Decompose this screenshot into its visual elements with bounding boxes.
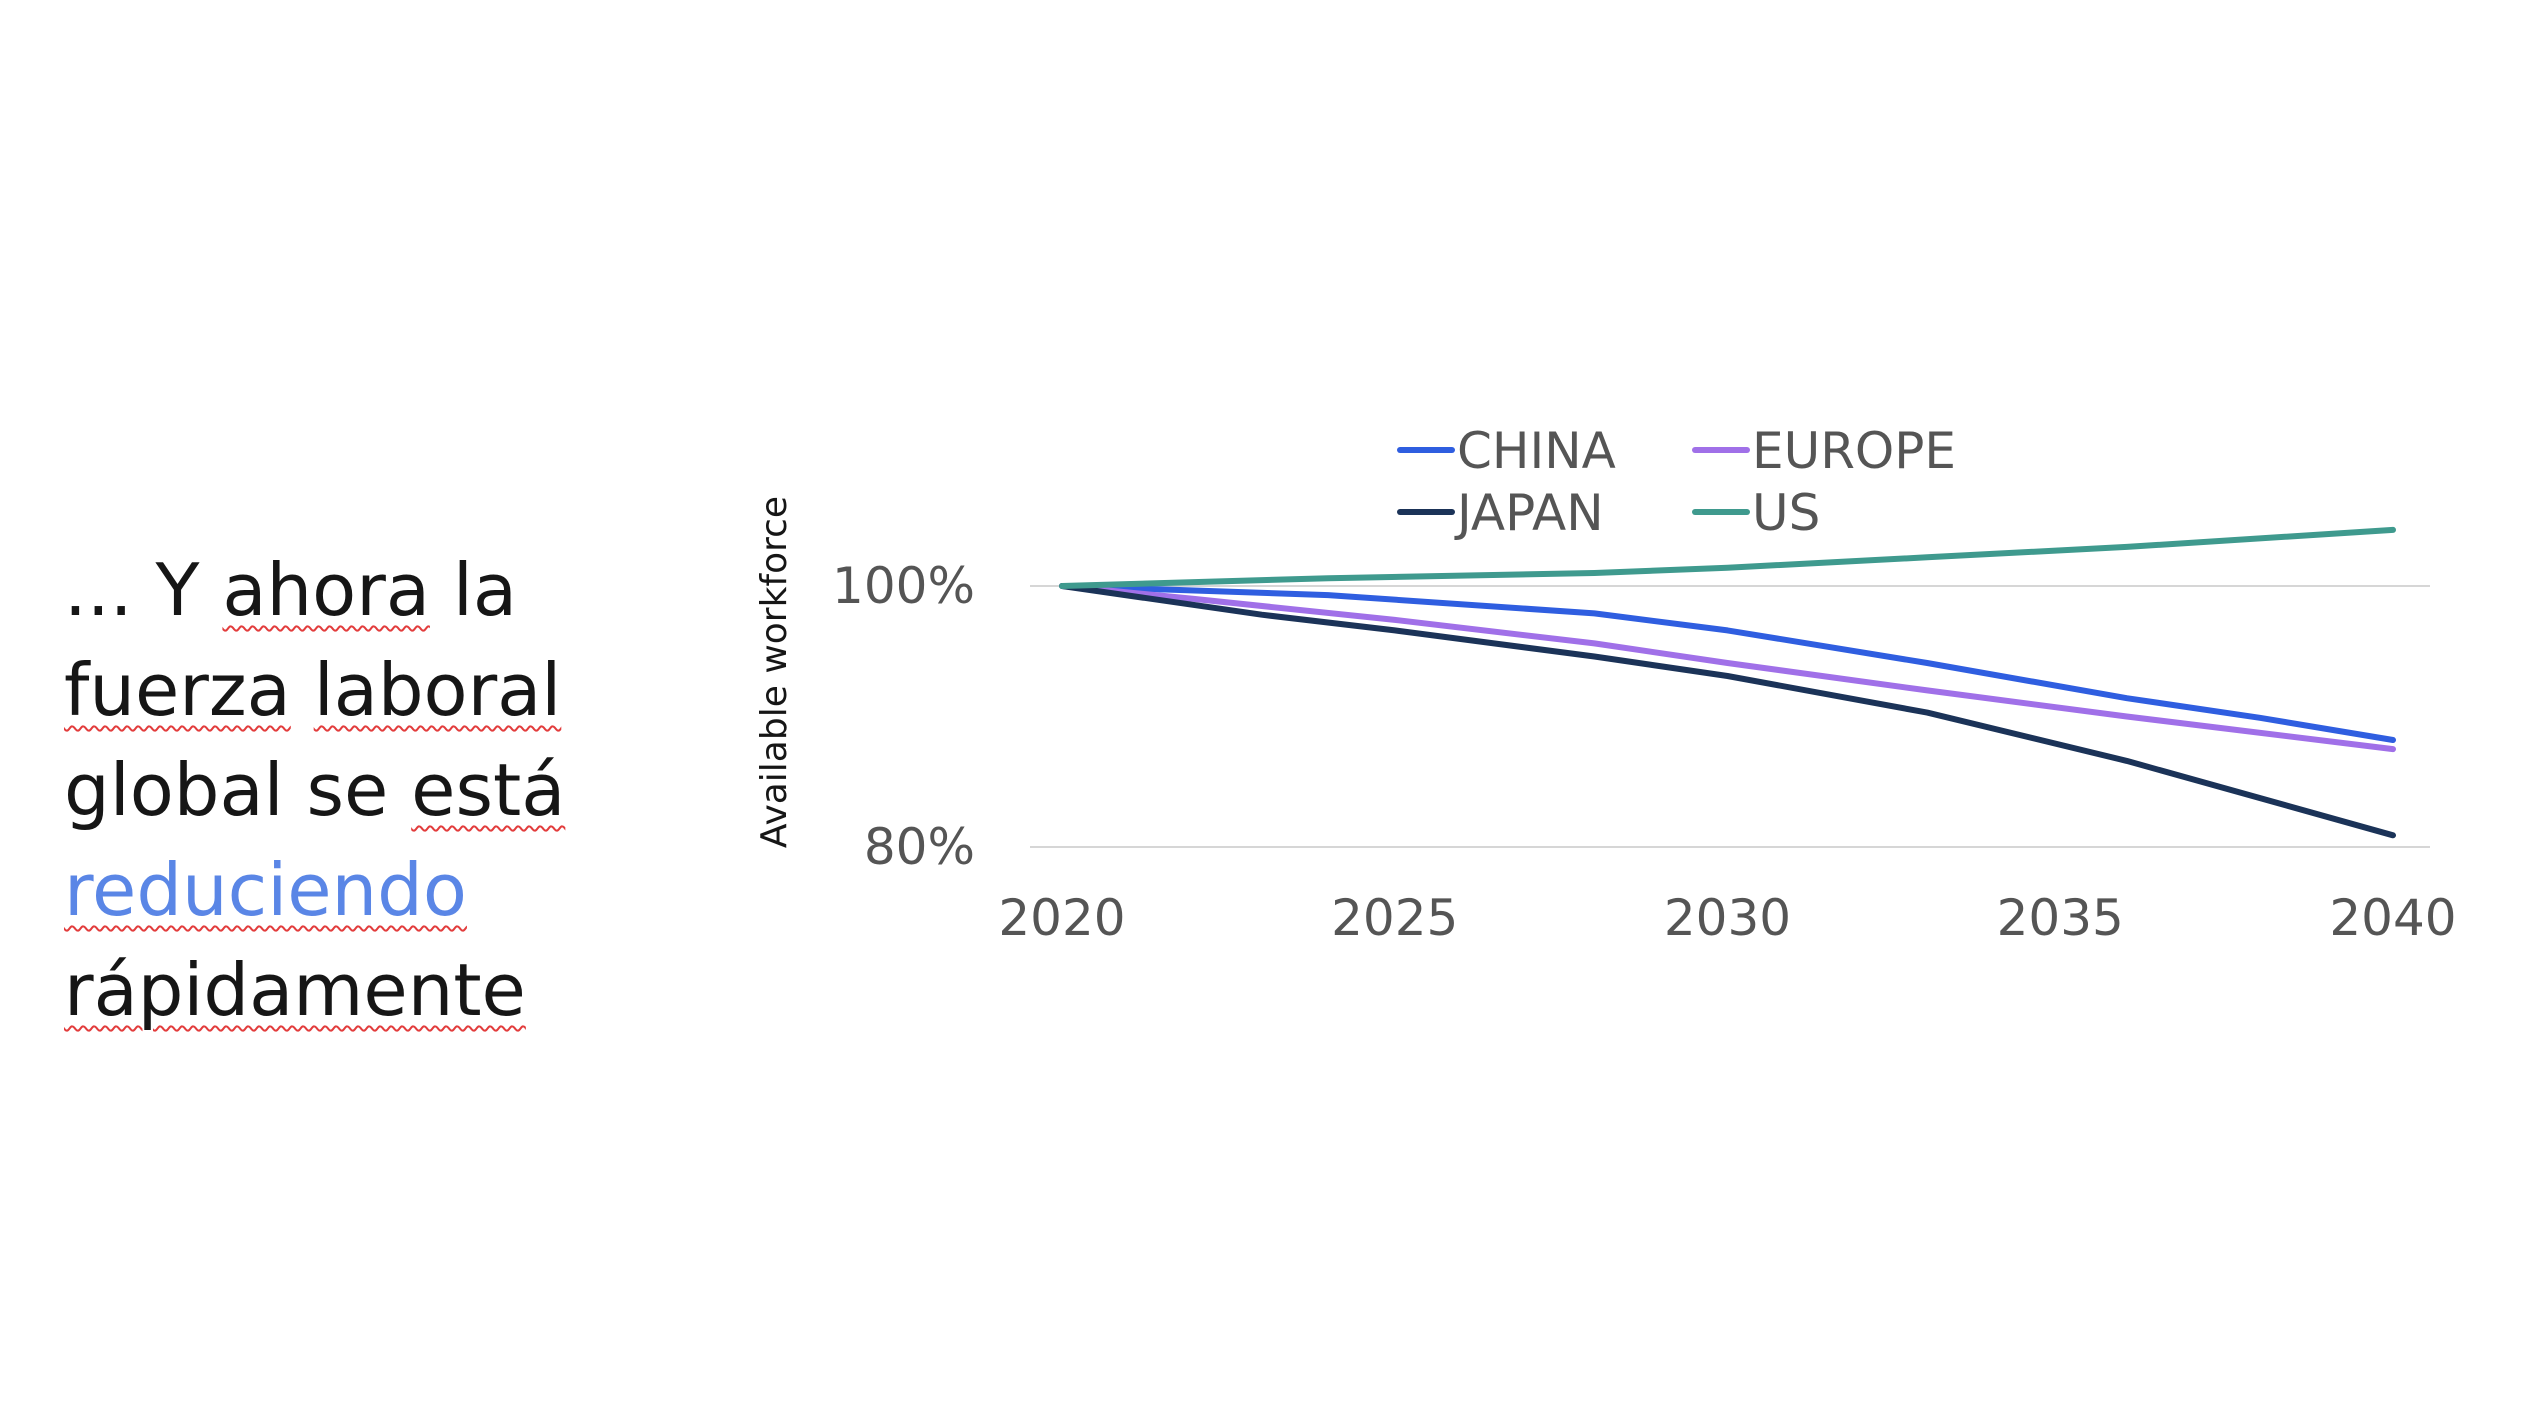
headline-line-3: global se está <box>64 740 684 840</box>
series-line-us <box>1059 526 2396 589</box>
headline-line-5: rápidamente <box>64 940 684 1040</box>
headline-word-reduciendo: reduciendo <box>64 848 467 932</box>
series-line-europe <box>1059 583 2396 753</box>
y-tick-label: 100% <box>832 557 975 615</box>
y-axis-label: Available workforce <box>754 496 795 848</box>
headline-word-rapidamente: rápidamente <box>64 948 526 1032</box>
legend: CHINA EUROPE JAPAN US <box>1397 422 1956 542</box>
headline-prefix: ... Y <box>64 548 200 632</box>
headline-word-esta: está <box>411 748 566 832</box>
series-lines <box>1059 526 2396 839</box>
x-tick-label: 2040 <box>2329 889 2456 947</box>
headline-line-1: ... Y ahora la <box>64 540 684 640</box>
gridlines <box>1030 585 2430 848</box>
headline-word-la: la <box>452 548 517 632</box>
series-line-china <box>1059 583 2396 743</box>
x-tick-label: 2030 <box>1664 889 1791 947</box>
series-line-japan <box>1059 583 2396 839</box>
legend-label-china: CHINA <box>1457 422 1616 480</box>
x-tick-label: 2020 <box>998 889 1125 947</box>
headline: ... Y ahora la fuerza laboral global se … <box>64 540 684 1040</box>
x-tick-label: 2035 <box>1997 889 2124 947</box>
x-tick-label: 2025 <box>1331 889 1458 947</box>
y-axis-ticks: 100% 80% <box>832 557 975 876</box>
headline-word-fuerza: fuerza <box>64 648 291 732</box>
legend-label-japan: JAPAN <box>1454 484 1604 542</box>
legend-label-us: US <box>1752 484 1820 542</box>
headline-word-ahora: ahora <box>222 548 430 632</box>
y-tick-label: 80% <box>864 818 975 876</box>
headline-line-2: fuerza laboral <box>64 640 684 740</box>
headline-line-4: reduciendo <box>64 840 684 940</box>
headline-word-laboral: laboral <box>313 648 562 732</box>
legend-label-europe: EUROPE <box>1752 422 1956 480</box>
x-axis-ticks: 2020 2025 2030 2035 2040 <box>998 889 2456 947</box>
headline-word-global: global se <box>64 748 389 832</box>
